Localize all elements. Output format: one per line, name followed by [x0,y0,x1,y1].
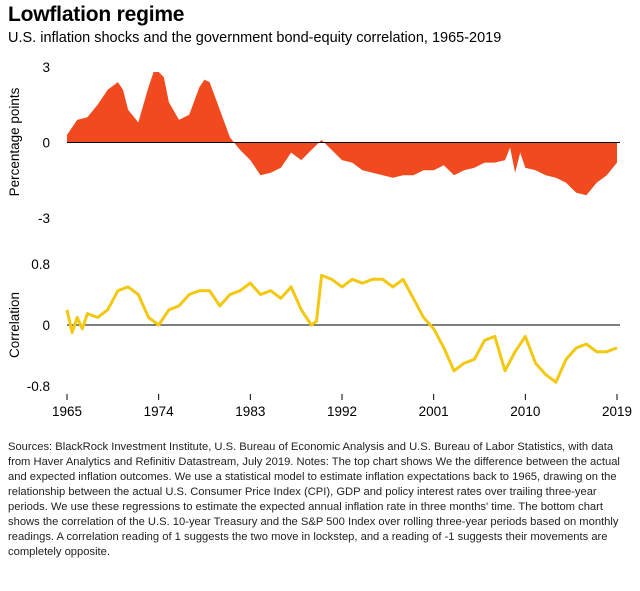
bottom-y-tick-label: 0.8 [31,257,50,272]
x-tick-label: 2019 [602,404,632,419]
x-tick-label: 1992 [327,404,357,419]
x-tick-label: 2010 [510,404,540,419]
source-notes: Sources: BlackRock Investment Institute,… [8,441,620,558]
x-tick-label: 1965 [52,404,82,419]
top-y-axis-ticks: 3 0 -3 [38,60,50,226]
chart-subtitle: U.S. inflation shocks and the government… [8,30,502,46]
chart-title: Lowflation regime [8,3,185,26]
x-tick-label: 1983 [235,404,265,419]
charts-svg: 3 0 -3 Percentage points 0.8 0 -0.8 1965 1974… [7,60,632,419]
x-tick-label: 2001 [419,404,449,419]
x-axis-ticks: 1965 1974 1983 1992 2001 2010 2019 [52,394,632,419]
bottom-y-axis-ticks: 0.8 0 -0.8 [27,257,50,394]
top-y-tick-label: 0 [42,136,50,151]
bottom-y-tick-label: -0.8 [27,379,50,394]
bottom-y-axis-label: Correlation [7,292,22,358]
top-y-axis-label: Percentage points [7,87,22,196]
correlation-chart: 0.8 0 -0.8 1965 1974 1983 1992 2001 2010 2019 Co… [7,257,632,419]
inflation-area-series [67,72,617,196]
bottom-y-tick-label: 0 [42,318,50,333]
top-y-tick-label: -3 [38,211,50,226]
correlation-line-series [65,273,618,384]
x-tick-label: 1974 [144,404,175,419]
top-y-tick-label: 3 [42,60,50,75]
inflation-chart: 3 0 -3 Percentage points [7,60,620,226]
